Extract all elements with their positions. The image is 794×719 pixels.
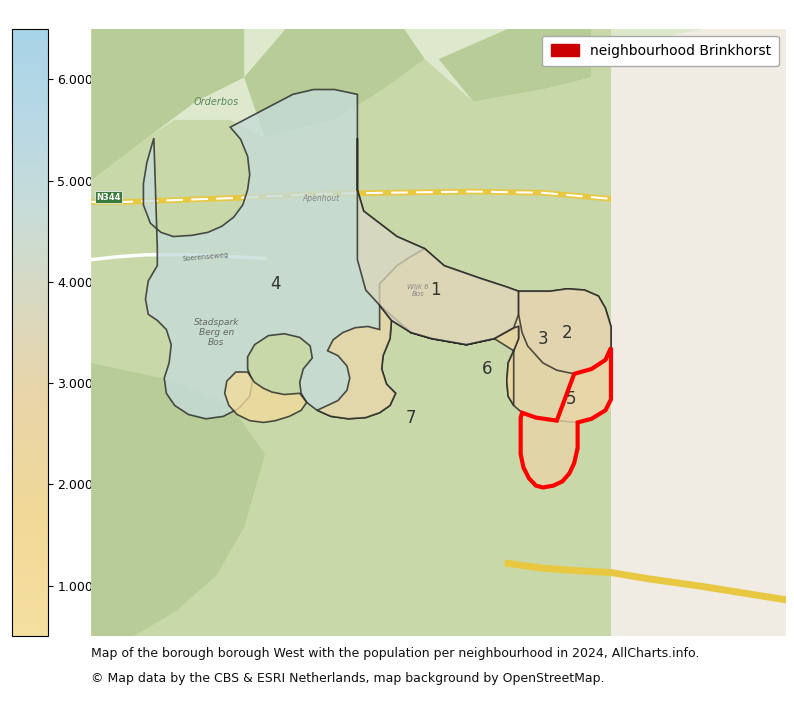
Polygon shape <box>245 29 425 138</box>
Polygon shape <box>91 29 245 180</box>
Polygon shape <box>380 249 611 423</box>
Text: 4: 4 <box>270 275 280 293</box>
Text: 5: 5 <box>565 390 576 408</box>
Text: Soerenseweg: Soerenseweg <box>182 252 229 262</box>
Polygon shape <box>521 348 611 487</box>
Polygon shape <box>518 289 611 374</box>
Text: Apenhout: Apenhout <box>302 194 339 203</box>
Text: 7: 7 <box>406 408 416 426</box>
Polygon shape <box>357 138 518 344</box>
Text: 6: 6 <box>482 360 492 378</box>
Text: © Map data by the CBS & ESRI Netherlands, map background by OpenStreetMap.: © Map data by the CBS & ESRI Netherlands… <box>91 672 605 685</box>
Text: Stadspark
Berg en
Bos: Stadspark Berg en Bos <box>194 318 239 347</box>
Text: Orderbos: Orderbos <box>194 96 239 106</box>
Polygon shape <box>317 305 518 418</box>
Legend: neighbourhood Brinkhorst: neighbourhood Brinkhorst <box>542 36 779 66</box>
Text: 2: 2 <box>562 324 572 342</box>
Text: N344: N344 <box>96 193 121 201</box>
Polygon shape <box>611 29 786 636</box>
Text: 3: 3 <box>538 329 548 347</box>
Polygon shape <box>225 372 306 423</box>
Polygon shape <box>438 29 592 101</box>
Text: Map of the borough borough West with the population per neighbourhood in 2024, A: Map of the borough borough West with the… <box>91 647 700 660</box>
Polygon shape <box>144 90 425 418</box>
Polygon shape <box>91 363 265 636</box>
Polygon shape <box>91 29 611 636</box>
Text: 1: 1 <box>430 281 441 299</box>
Text: Wijk 6
Bos: Wijk 6 Bos <box>407 283 429 296</box>
